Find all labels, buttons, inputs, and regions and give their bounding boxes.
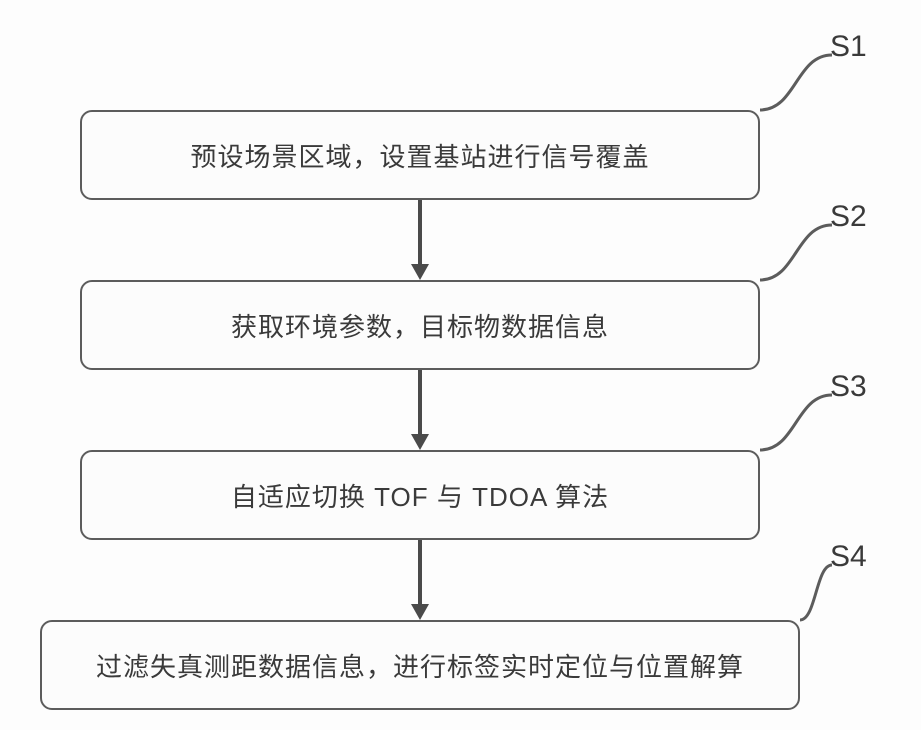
arrow-line [418,370,422,436]
flow-node-s3: 自适应切换 TOF 与 TDOA 算法 [80,450,760,540]
arrow-line [418,200,422,266]
arrow-line [418,540,422,606]
flow-node-text: 过滤失真测距数据信息，进行标签实时定位与位置解算 [76,647,764,684]
arrow-head-icon [411,604,429,620]
arrow-head-icon [411,264,429,280]
connector-curve-s2 [755,220,857,290]
flow-node-text: 获取环境参数，目标物数据信息 [211,307,629,344]
flow-node-s2: 获取环境参数，目标物数据信息 [80,280,760,370]
connector-curve-s1 [755,50,857,120]
connector-curve-s4 [795,560,857,630]
arrow-head-icon [411,434,429,450]
flow-node-text: 自适应切换 TOF 与 TDOA 算法 [211,477,629,514]
connector-curve-s3 [755,390,857,460]
flow-node-s1: 预设场景区域，设置基站进行信号覆盖 [80,110,760,200]
flow-node-text: 预设场景区域，设置基站进行信号覆盖 [170,137,669,174]
flow-node-s4: 过滤失真测距数据信息，进行标签实时定位与位置解算 [40,620,800,710]
